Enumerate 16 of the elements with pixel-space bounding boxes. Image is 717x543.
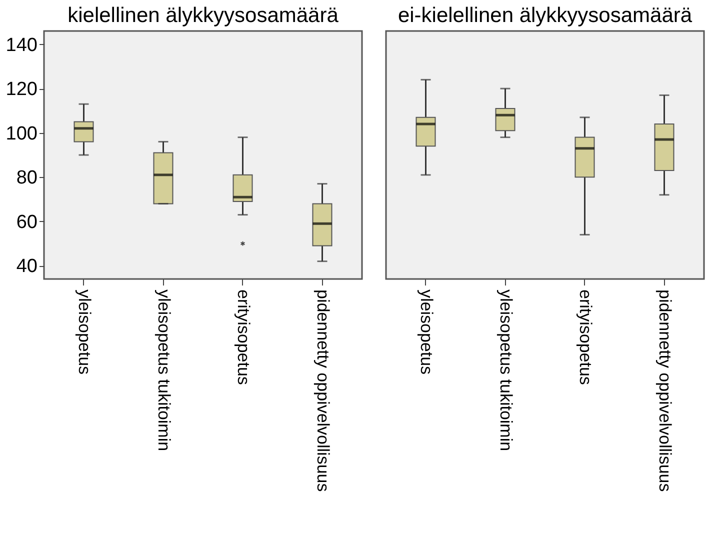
x-tick-label: erityisopetus [234,290,253,385]
y-tick-label: 40 [16,256,38,278]
y-tick-label: 100 [6,123,38,144]
x-tick-label: pidennetty oppivelvollisuus [655,290,674,492]
x-tick-label: yleisopetus [416,290,436,375]
y-tick-label: 140 [6,34,38,56]
x-tick-label: erityisopetus [576,290,595,385]
x-tick-label: pidennetty oppivelvollisuus [313,290,332,492]
chart-title: ei-kielellinen älykkyysosamäärä [398,4,692,27]
y-tick-label: 80 [16,168,38,189]
y-tick-label: 120 [6,79,38,100]
y-tick-label: 60 [16,212,38,233]
x-tick-label: yleisopetus tukitoimin [496,290,516,452]
x-tick-label: yleisopetus [74,290,94,375]
x-tick-label: yleisopetus tukitoimin [154,290,174,452]
chart-title: kielellinen älykkyysosamäärä [68,4,339,27]
